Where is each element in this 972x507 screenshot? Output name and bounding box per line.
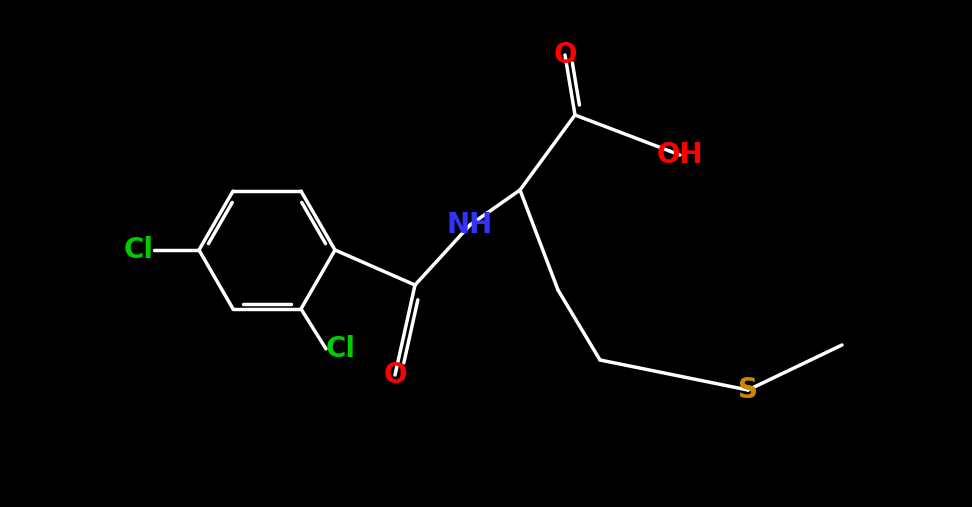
Text: Cl: Cl: [326, 335, 356, 363]
Text: O: O: [553, 41, 576, 69]
Text: NH: NH: [447, 211, 493, 239]
Text: OH: OH: [657, 141, 704, 169]
Text: O: O: [383, 361, 406, 389]
Text: Cl: Cl: [124, 236, 154, 264]
Text: S: S: [738, 376, 758, 404]
